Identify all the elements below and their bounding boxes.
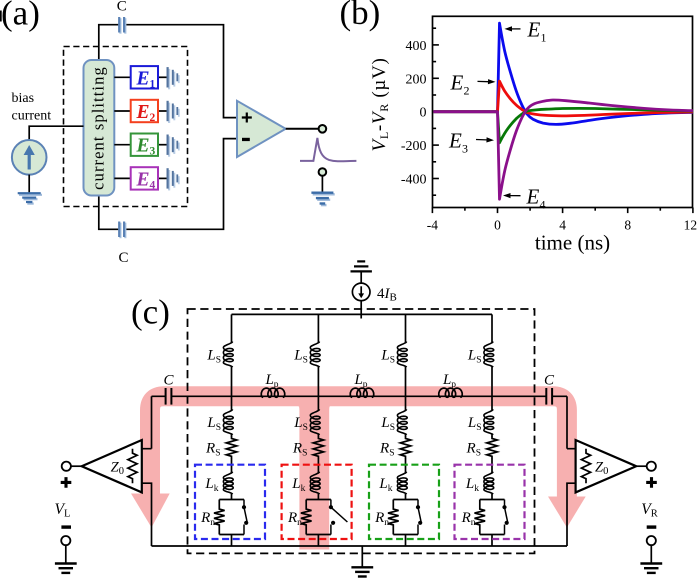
svg-text:E: E bbox=[527, 18, 541, 42]
svg-text:RS: RS bbox=[379, 441, 394, 459]
svg-text:C: C bbox=[118, 250, 128, 266]
svg-text:200: 200 bbox=[406, 72, 427, 87]
svg-text:Lp: Lp bbox=[264, 372, 278, 390]
svg-text:LS: LS bbox=[206, 348, 221, 366]
svg-text:LS: LS bbox=[206, 415, 221, 433]
svg-text:VL: VL bbox=[55, 501, 71, 520]
svg-text:LS: LS bbox=[467, 415, 482, 433]
svg-text:C: C bbox=[163, 373, 174, 389]
svg-text:RS: RS bbox=[205, 441, 220, 459]
svg-text:(c): (c) bbox=[131, 292, 170, 331]
svg-text:RS: RS bbox=[466, 441, 481, 459]
svg-text:E: E bbox=[448, 129, 462, 153]
svg-text:E: E bbox=[136, 68, 150, 89]
svg-text:Lp: Lp bbox=[353, 372, 367, 390]
svg-text:1: 1 bbox=[150, 78, 156, 90]
svg-text:3: 3 bbox=[462, 142, 468, 156]
svg-text:0: 0 bbox=[494, 218, 501, 233]
svg-text:Lk: Lk bbox=[204, 476, 218, 494]
svg-text:8: 8 bbox=[624, 218, 631, 233]
svg-text:0: 0 bbox=[420, 106, 427, 121]
svg-text:C: C bbox=[544, 373, 555, 389]
svg-text:2: 2 bbox=[464, 84, 470, 98]
svg-text:Lk: Lk bbox=[465, 476, 479, 494]
svg-text:4: 4 bbox=[559, 218, 566, 233]
svg-text:(a): (a) bbox=[1, 0, 40, 32]
svg-text:LS: LS bbox=[467, 348, 482, 366]
svg-text:Lp: Lp bbox=[442, 372, 456, 390]
svg-text:VR: VR bbox=[641, 501, 657, 520]
svg-text:VL-VR (µV): VL-VR (µV) bbox=[369, 58, 391, 152]
svg-text:2: 2 bbox=[150, 112, 156, 124]
svg-text:current splitting: current splitting bbox=[89, 66, 108, 190]
svg-text:(b): (b) bbox=[340, 0, 381, 32]
svg-text:-400: -400 bbox=[401, 173, 427, 188]
svg-text:E: E bbox=[136, 136, 150, 157]
svg-text:-4: -4 bbox=[427, 218, 438, 233]
svg-text:12: 12 bbox=[684, 218, 698, 233]
svg-text:Lk: Lk bbox=[378, 476, 392, 494]
svg-text:Rn: Rn bbox=[461, 510, 476, 528]
svg-text:bias: bias bbox=[12, 91, 35, 106]
svg-text:Rn: Rn bbox=[374, 510, 389, 528]
svg-text:C: C bbox=[117, 0, 127, 15]
svg-text:3: 3 bbox=[150, 146, 156, 158]
svg-text:E: E bbox=[136, 102, 150, 123]
svg-text:LS: LS bbox=[380, 348, 395, 366]
svg-text:400: 400 bbox=[406, 39, 427, 54]
svg-text:Rn: Rn bbox=[200, 510, 215, 528]
svg-text:4: 4 bbox=[150, 179, 156, 191]
svg-text:4: 4 bbox=[540, 198, 546, 212]
svg-text:LS: LS bbox=[380, 415, 395, 433]
svg-text:E: E bbox=[450, 71, 464, 95]
svg-text:E: E bbox=[526, 185, 540, 209]
svg-text:current: current bbox=[12, 109, 52, 124]
svg-text:time (ns): time (ns) bbox=[535, 231, 610, 255]
svg-text:4IB: 4IB bbox=[377, 286, 397, 304]
svg-text:E: E bbox=[136, 169, 150, 190]
svg-text:-200: -200 bbox=[401, 139, 427, 154]
svg-text:1: 1 bbox=[541, 31, 547, 45]
svg-text:LS: LS bbox=[293, 348, 308, 366]
